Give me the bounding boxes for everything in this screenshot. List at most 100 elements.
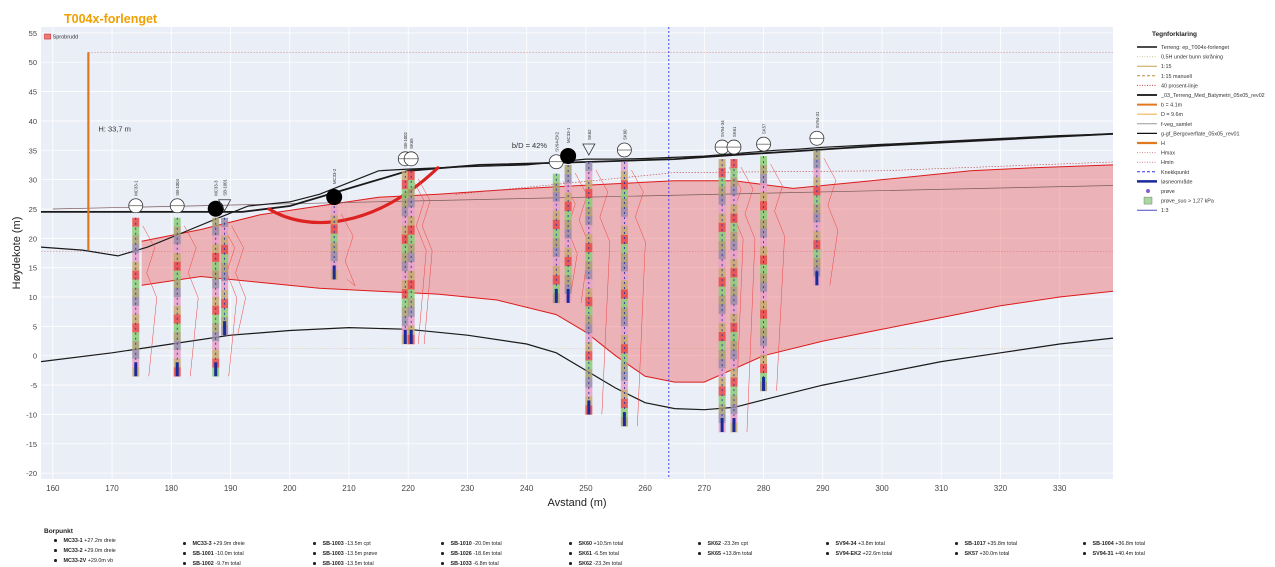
legend-item: 1:3 (1137, 208, 1169, 214)
borehole-segment (407, 243, 415, 254)
borehole-label: MC33-1 (134, 180, 139, 196)
borehole-loose-zone (732, 418, 736, 433)
borpunkt-desc: -10.0m total (213, 551, 244, 557)
borehole-label: SV94-EK2 (554, 131, 559, 152)
borehole-segment (407, 298, 415, 308)
borehole-segment (564, 192, 572, 203)
borehole-segment (212, 297, 220, 307)
borehole-segment (173, 226, 181, 236)
borehole-segment (401, 170, 409, 181)
borpunkt-id: SK57 (964, 551, 979, 557)
legend-label: løsneområde (1161, 178, 1192, 185)
borehole-segment (585, 360, 593, 370)
borpunkt-id: SK61 (578, 551, 593, 557)
borehole-segment (760, 246, 768, 256)
legend-label: Terreng: ep_T004x-forlenget (1161, 45, 1230, 51)
borpunkt-item: SK60 +10.5m total (569, 541, 623, 547)
borehole-label: SK61 (732, 126, 737, 137)
borehole: MC33-1 (560, 127, 590, 304)
y-tick-label: 45 (29, 88, 37, 97)
borpunkt-desc: +30.0m total (978, 551, 1010, 557)
x-tick-label: 200 (283, 484, 297, 493)
y-tick-label: 25 (29, 205, 37, 214)
borehole-resistance-trace (631, 169, 646, 427)
x-axis-label: Avstand (m) (547, 497, 606, 509)
borehole-segment (760, 309, 768, 320)
borehole-loose-zone (332, 265, 336, 280)
y-tick-label: -5 (30, 381, 37, 390)
borehole-segment (718, 286, 726, 296)
borehole-segment (730, 313, 738, 324)
borpunkt-item: SK62 -23.3m cpt (698, 541, 748, 547)
x-tick-label: 160 (46, 484, 60, 493)
bullet-icon (183, 562, 186, 565)
borehole-segment (401, 280, 409, 290)
bullet-icon (441, 552, 444, 555)
borehole-segment (564, 247, 572, 258)
borehole: SK61 (726, 126, 756, 433)
borehole-segment (212, 288, 220, 298)
borehole-segment (552, 182, 560, 193)
legend-item: Terreng: ep_T004x-forlenget (1137, 45, 1230, 51)
borehole-segment (718, 177, 726, 187)
borehole-segment (760, 354, 768, 365)
borehole-segment (552, 238, 560, 248)
borehole-segment (760, 210, 768, 220)
borehole-segment (330, 233, 338, 244)
borehole-segment (620, 389, 628, 400)
legend-label: 1:15 manuell (1161, 74, 1192, 80)
y-tick-label: 40 (29, 117, 37, 126)
borehole-segment (730, 222, 738, 233)
borehole-label: MC33-1 (566, 127, 571, 143)
borpunkt-desc: +10.5m total (592, 541, 624, 547)
borehole: SK62 (582, 129, 611, 415)
borehole-segment (173, 297, 181, 307)
borehole-segment (730, 377, 738, 387)
borehole-segment (813, 159, 821, 169)
legend-item: b = 4.1m (1137, 103, 1183, 109)
borpunkt-id: SB-1003 (322, 561, 344, 567)
borehole-segment (760, 165, 768, 175)
legend-label: 0,5H under bunn skråning (1161, 54, 1223, 61)
borehole-segment (212, 226, 220, 236)
borehole-segment (730, 159, 738, 169)
borehole-segment (564, 238, 572, 249)
borpunkt-desc: -18.6m total (471, 551, 502, 557)
bullet-icon (313, 562, 316, 565)
borehole-resistance-trace (770, 164, 785, 391)
terrain-line (40, 133, 1114, 257)
borpunkt-desc: +22.6m total (860, 551, 893, 557)
y-tick-label: 50 (29, 58, 37, 67)
borehole-segment (564, 229, 572, 239)
legend-item: 0,5H under bunn skråning (1137, 54, 1223, 61)
borpunkt-desc: -6.5m total (592, 551, 619, 557)
bathymetry-line (41, 132, 1114, 213)
borehole: SB-1004 (169, 178, 199, 377)
borehole-label: MC33-3 (214, 180, 219, 196)
borehole-segment (760, 273, 768, 283)
legend-swatch (1143, 196, 1153, 205)
borehole-segment (620, 371, 628, 381)
borehole-resistance-trace (340, 213, 356, 287)
borehole-triangle-symbol (217, 199, 232, 212)
tag-label: Sprobrudd (53, 35, 79, 41)
borpunkt-desc: -13.5m cpt (343, 541, 371, 547)
borehole-segment (401, 289, 409, 299)
borehole-segment (718, 268, 726, 278)
borehole-resistance-trace (184, 225, 199, 377)
borehole-segment (730, 168, 738, 178)
borehole-segment (132, 297, 140, 307)
legend-swatch (1146, 189, 1150, 193)
borehole-label: SV94-34 (720, 120, 725, 137)
borehole-segment (212, 217, 220, 227)
borpunkt-id: SB-1010 (450, 541, 472, 547)
y-tick-label: 10 (29, 293, 37, 302)
y-tick-label: 15 (29, 264, 37, 273)
borehole-loose-zone (214, 362, 218, 377)
borehole: SK60 (616, 129, 646, 427)
borehole-segment (221, 280, 229, 291)
borehole-segment (760, 156, 768, 166)
borpunkt-id: SB-1001 (192, 551, 214, 557)
borehole-segment (620, 234, 628, 245)
borehole: SK57 (756, 123, 785, 392)
